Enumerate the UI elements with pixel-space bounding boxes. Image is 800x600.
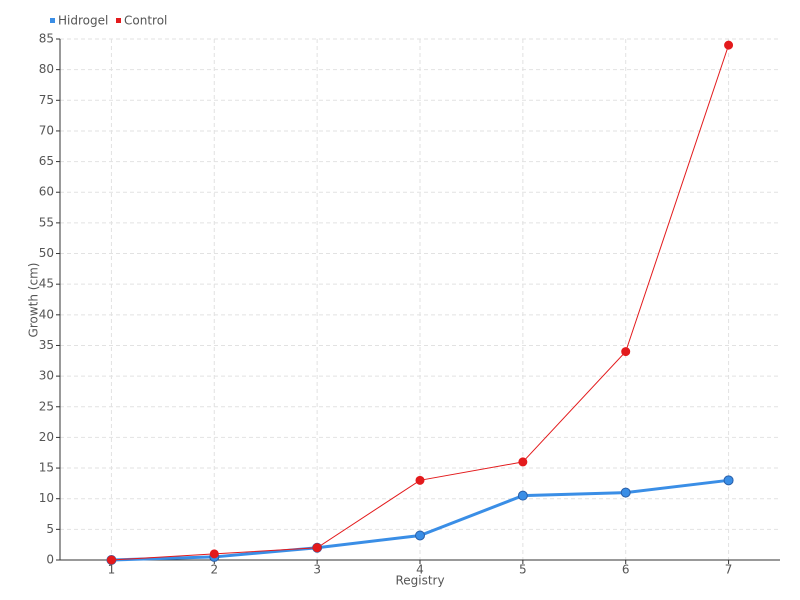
x-tick-label: 7: [725, 563, 733, 577]
y-tick-label: 15: [39, 461, 54, 475]
y-tick-label: 45: [39, 277, 54, 291]
x-tick-label: 6: [622, 563, 630, 577]
y-tick-label: 20: [39, 430, 54, 444]
y-tick-label: 10: [39, 491, 54, 505]
data-point: [312, 543, 322, 553]
y-tick-label: 60: [39, 185, 54, 199]
data-point: [518, 457, 528, 467]
y-tick-label: 70: [39, 123, 54, 137]
y-tick-label: 30: [39, 369, 54, 383]
y-tick-label: 50: [39, 246, 54, 260]
data-point: [620, 487, 631, 498]
y-tick-label: 35: [39, 338, 54, 352]
data-point: [723, 475, 734, 486]
legend-swatch: [116, 18, 121, 23]
y-axis-label: Growth (cm): [27, 263, 41, 338]
data-point: [517, 490, 528, 501]
data-point: [415, 530, 425, 541]
x-axis-label: Registry: [395, 574, 444, 588]
legend-label: Control: [124, 14, 167, 28]
data-point: [106, 555, 116, 565]
legend-label: Hidrogel: [58, 14, 108, 28]
x-tick-label: 1: [108, 563, 116, 577]
y-tick-label: 75: [39, 93, 54, 107]
y-tick-label: 55: [39, 215, 54, 229]
x-tick-label: 3: [313, 563, 321, 577]
y-tick-label: 0: [46, 553, 54, 567]
x-tick-label: 5: [519, 563, 527, 577]
x-tick-label: 4: [416, 563, 424, 577]
data-point: [209, 549, 219, 559]
y-tick-label: 85: [39, 32, 54, 46]
data-point: [724, 40, 734, 50]
y-tick-label: 65: [39, 154, 54, 168]
y-tick-label: 80: [39, 62, 54, 76]
data-point: [415, 475, 425, 485]
legend-swatch: [50, 18, 55, 23]
y-tick-label: 25: [39, 399, 54, 413]
data-point: [621, 347, 631, 357]
x-tick-label: 2: [210, 563, 218, 577]
series-line: [111, 478, 729, 562]
y-tick-label: 40: [39, 307, 54, 321]
y-tick-label: 5: [46, 522, 54, 536]
